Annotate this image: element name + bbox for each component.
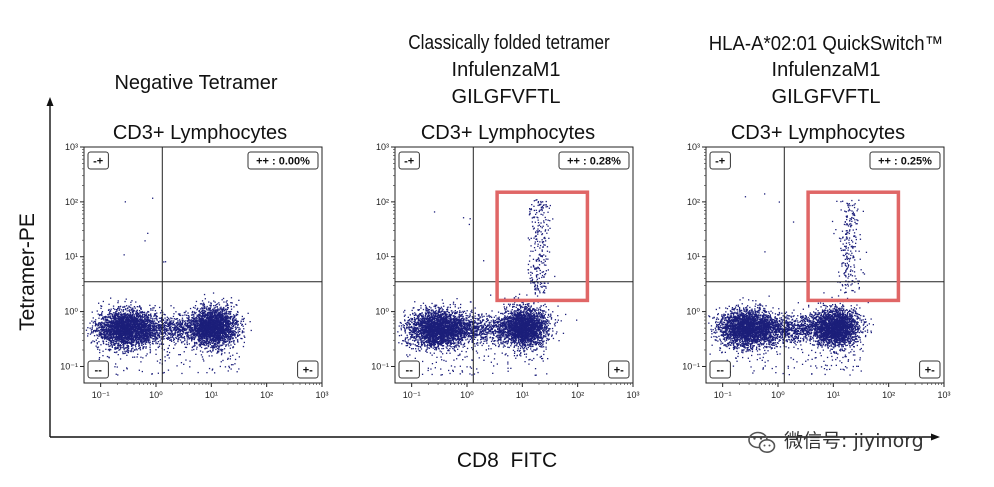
x-tick-label: 10⁰ [771, 390, 785, 400]
plot-frame [705, 146, 945, 384]
x-tick-label: 10¹ [827, 390, 840, 400]
x-tick-label: 10³ [626, 390, 639, 400]
y-tick-label: 10⁻¹ [371, 361, 389, 371]
quadrant-label-top-left: -+ [398, 151, 420, 170]
y-tick-label: 10⁻¹ [682, 361, 700, 371]
y-axis-title: Tetramer-PE [16, 213, 39, 331]
y-tick-label: 10¹ [376, 252, 389, 262]
quadrant-label-top-left: -+ [87, 151, 109, 170]
x-tick-label: 10³ [937, 390, 950, 400]
panel-subtitle: CD3+ Lymphocytes [421, 122, 595, 144]
quadrant-label-bottom-left: -- [709, 360, 731, 379]
y-tick-label: 10⁰ [64, 307, 78, 317]
x-tick-label: 10⁻¹ [714, 390, 732, 400]
x-axis-arrow-icon [931, 433, 940, 441]
watermark-text: 微信号: jiyinorg [784, 430, 924, 452]
quadrant-label-bottom-right: +- [297, 360, 319, 379]
event-dots [85, 197, 252, 376]
positive-population-highlight [806, 190, 901, 303]
quadrant-label-bottom-right: +- [608, 360, 630, 379]
y-tick-label: 10² [376, 197, 389, 207]
quadrant-label-bottom-right: +- [919, 360, 941, 379]
x-tick-label: 10² [882, 390, 895, 400]
x-axis-title: CD8 FITC [457, 449, 557, 472]
quadrant-label-top-left: -+ [709, 151, 731, 170]
x-tick-label: 10¹ [516, 390, 529, 400]
x-tick-label: 10⁰ [460, 390, 474, 400]
panel-title-line: InfulenzaM1 [772, 59, 881, 81]
y-axis-arrow-icon [46, 97, 54, 106]
x-tick-label: 10² [571, 390, 584, 400]
panel-classically-folded-tetramer: Classically folded tetramer InfulenzaM1 … [371, 31, 639, 400]
y-tick-label: 10³ [687, 142, 700, 152]
panel-subtitle: CD3+ Lymphocytes [731, 122, 905, 144]
watermark: 微信号: jiyinorg [748, 430, 924, 453]
panel-title-line: HLA-A*02:01 QuickSwitch™ [709, 33, 943, 55]
scatter-plot: -+ ++ : 0.28% -- +- 10⁻¹ 10⁻¹ 10⁰ 10⁰ 10¹ 10¹ 10² 1… [371, 142, 639, 400]
y-tick-label: 10² [65, 197, 78, 207]
x-tick-label: 10⁻¹ [403, 390, 421, 400]
x-tick-label: 10³ [315, 390, 328, 400]
main-axes [46, 97, 940, 441]
scatter-plot: -+ ++ : 0.00% -- +- 10⁻¹ 10⁻¹ 10⁰ 10⁰ 10¹ 10¹ 10² 1… [60, 142, 328, 400]
plot-frame [83, 146, 323, 384]
y-tick-label: 10² [687, 197, 700, 207]
quadrant-label-bottom-left: -- [398, 360, 420, 379]
panel-quickswitch-tetramer: HLA-A*02:01 QuickSwitch™ InfulenzaM1 GIL… [682, 33, 950, 400]
panel-subtitle: CD3+ Lymphocytes [113, 122, 287, 144]
panel-title-line: Negative Tetramer [114, 72, 277, 94]
y-tick-label: 10³ [376, 142, 389, 152]
panel-title-line: Classically folded tetramer [408, 31, 610, 54]
positive-population-highlight [495, 190, 590, 303]
quadrant-label-top-right: ++ : 0.28% [558, 151, 630, 170]
x-tick-label: 10⁰ [149, 390, 163, 400]
quadrant-label-bottom-left: -- [87, 360, 109, 379]
y-tick-label: 10⁻¹ [60, 361, 78, 371]
quadrant-label-top-right: ++ : 0.00% [247, 151, 319, 170]
quadrant-label-top-right: ++ : 0.25% [869, 151, 941, 170]
y-tick-label: 10³ [65, 142, 78, 152]
y-tick-label: 10⁰ [686, 307, 700, 317]
x-tick-label: 10¹ [205, 390, 218, 400]
y-tick-label: 10¹ [65, 252, 78, 262]
panel-negative-tetramer: Negative Tetramer CD3+ Lymphocytes -+ ++ … [60, 72, 328, 400]
panel-title-line: GILGFVFTL [452, 86, 561, 108]
event-dots [708, 193, 874, 376]
panel-title-line: GILGFVFTL [772, 86, 881, 108]
wechat-icon [748, 431, 776, 453]
panel-title-line: InfulenzaM1 [452, 59, 561, 81]
x-tick-label: 10² [260, 390, 273, 400]
x-tick-label: 10⁻¹ [92, 390, 110, 400]
scatter-plot: -+ ++ : 0.25% -- +- 10⁻¹ 10⁻¹ 10⁰ 10⁰ 10¹ 10¹ 10² 1… [682, 142, 950, 400]
y-tick-label: 10¹ [687, 252, 700, 262]
y-tick-label: 10⁰ [375, 307, 389, 317]
